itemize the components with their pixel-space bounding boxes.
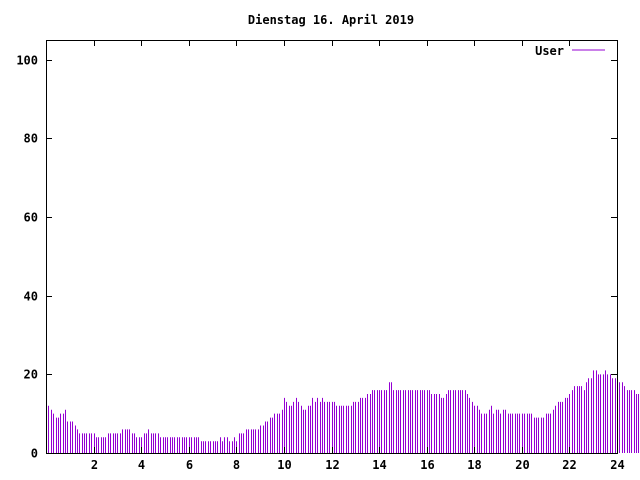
data-bars xyxy=(46,370,639,453)
y-tick-label: 60 xyxy=(24,211,38,225)
x-tick-label: 6 xyxy=(186,458,193,472)
x-tick-label: 8 xyxy=(233,458,240,472)
x-tick-label: 24 xyxy=(610,458,624,472)
legend-label-user: User xyxy=(535,44,564,58)
y-tick-label: 0 xyxy=(31,447,38,461)
x-tick-label: 14 xyxy=(372,458,386,472)
x-tick-label: 20 xyxy=(515,458,529,472)
x-tick-label: 18 xyxy=(467,458,481,472)
y-tick-label: 20 xyxy=(24,368,38,382)
x-tick-label: 2 xyxy=(91,458,98,472)
y-tick-label: 40 xyxy=(24,290,38,304)
x-tick-label: 22 xyxy=(562,458,576,472)
x-tick-label: 4 xyxy=(138,458,145,472)
y-tick-label: 100 xyxy=(16,54,38,68)
x-tick-label: 10 xyxy=(277,458,291,472)
x-tick-label: 16 xyxy=(420,458,434,472)
legend: User xyxy=(535,44,605,58)
chart-title: Dienstag 16. April 2019 xyxy=(248,13,414,27)
y-tick-label: 80 xyxy=(24,132,38,146)
x-tick-label: 12 xyxy=(325,458,339,472)
plot-frame xyxy=(46,40,618,454)
